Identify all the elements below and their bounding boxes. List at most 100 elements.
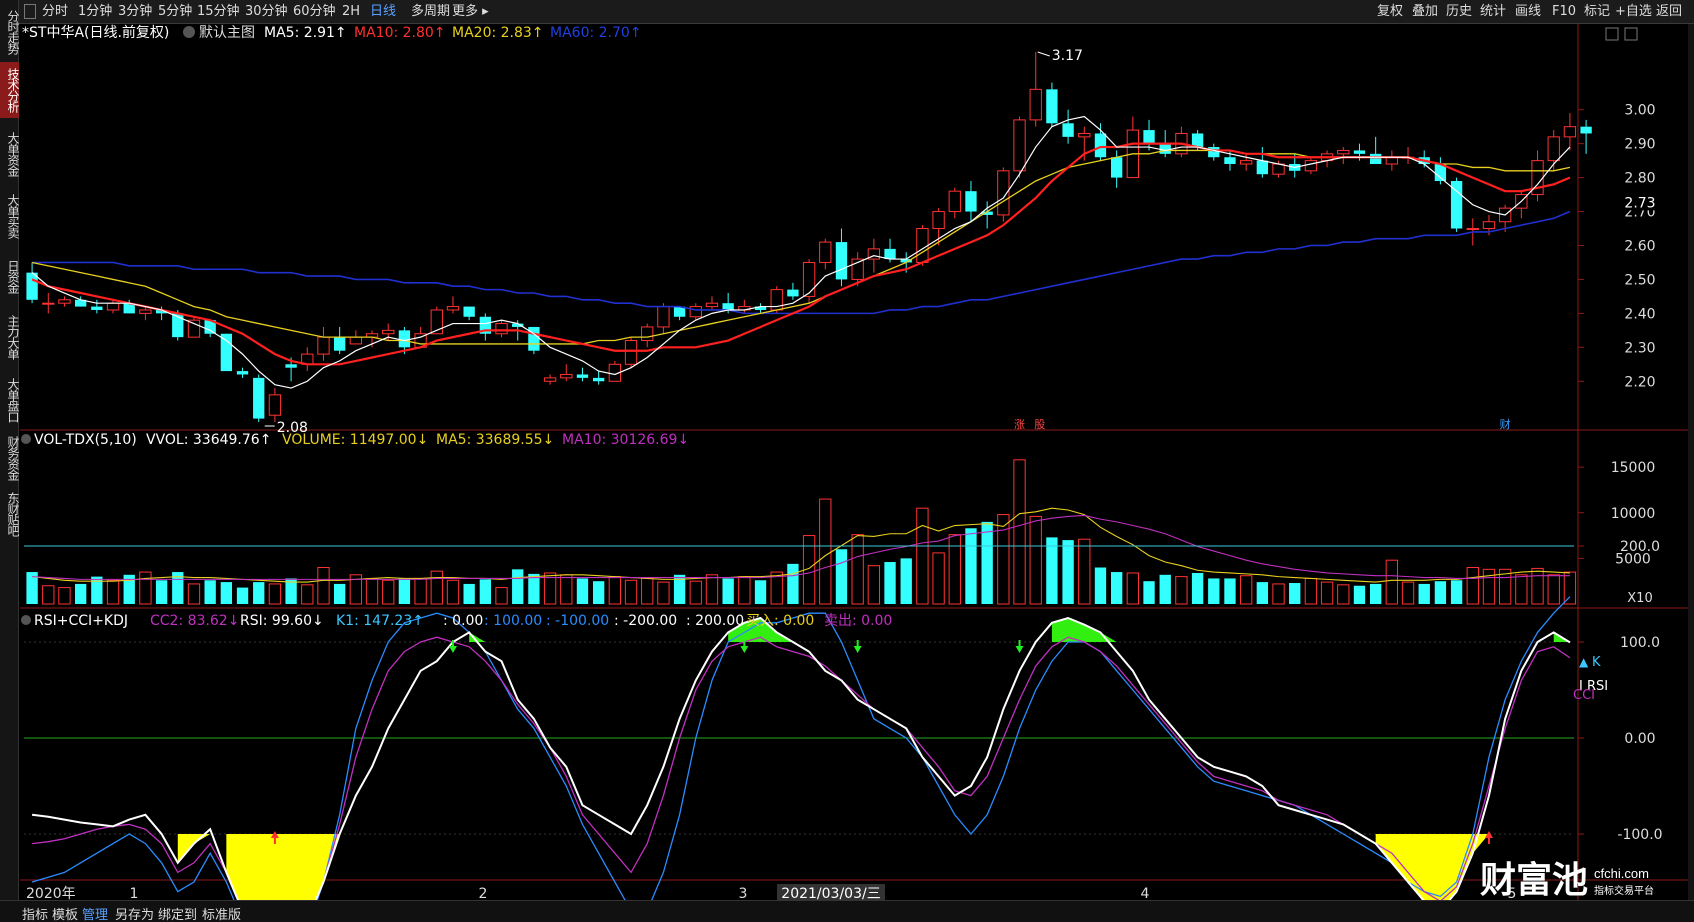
- vol-bar-79: [1304, 577, 1318, 605]
- vol-bar-1: [42, 585, 55, 605]
- green-fill-region: [1051, 618, 1117, 642]
- yellow-fill-region: [1375, 834, 1489, 900]
- vol-bar-7: [139, 571, 152, 605]
- candle-94: [1547, 136, 1560, 162]
- vol-bar-17: [301, 584, 314, 605]
- vol-ma5: MA5: 33689.55↓: [436, 432, 554, 448]
- vol-bar-77: [1272, 583, 1285, 605]
- price-axis-label: 3.00: [1624, 103, 1655, 119]
- chart-canvas[interactable]: 3.002.902.802.702.602.502.402.302.202.73…: [0, 0, 1688, 900]
- status-item-3[interactable]: 另存为: [115, 908, 155, 922]
- candle-16: [285, 364, 297, 368]
- status-item-1[interactable]: 模板: [52, 908, 79, 922]
- main-chart-name: 默认主图: [199, 25, 255, 41]
- candle-41: [689, 306, 702, 318]
- vol-bar-26: [446, 579, 460, 605]
- sidebar-tab-0[interactable]: 分时走势: [6, 10, 20, 54]
- vol-bar-66: [1094, 567, 1107, 604]
- toolbar-right-item-4[interactable]: 画线: [1515, 4, 1542, 19]
- vol-bar-2: [58, 587, 71, 605]
- status-item-5[interactable]: 标准版: [202, 908, 242, 922]
- status-item-0[interactable]: 指标: [22, 908, 49, 922]
- k-marker-icon: ▲: [1579, 655, 1589, 669]
- current-price-label: 2.73: [1624, 195, 1655, 211]
- toolbar-right-item-7[interactable]: +自选: [1615, 4, 1652, 19]
- candle-32: [543, 377, 557, 382]
- candle-22: [382, 329, 395, 335]
- toolbar-item-4[interactable]: 15分钟: [197, 4, 240, 19]
- vol-bar-75: [1239, 575, 1253, 605]
- watermark-brand: 财富池: [1480, 859, 1588, 900]
- legend-ma5: MA5: 2.91↑: [264, 25, 347, 41]
- candle-65: [1078, 132, 1091, 138]
- vol-ma10-line: [32, 514, 1570, 580]
- toolbar-right-item-5[interactable]: F10: [1552, 4, 1577, 19]
- sidebar-tab-5[interactable]: 主力大单: [6, 315, 20, 359]
- sidebar-tab-8[interactable]: 东财贴吧: [6, 492, 20, 536]
- vol-bar-14: [253, 582, 265, 604]
- status-item-4[interactable]: 绑定到: [158, 908, 198, 922]
- vol-bar-69: [1143, 581, 1155, 604]
- toolbar-right-item-6[interactable]: 标记: [1584, 4, 1611, 19]
- vol-bar-35: [592, 581, 605, 604]
- price-axis-label: 2.20: [1624, 374, 1655, 390]
- vol-axis-label: 15000: [1611, 460, 1656, 476]
- vol-bar-65: [1078, 538, 1091, 605]
- candle-49: [819, 241, 832, 263]
- vol-bar-86: [1418, 583, 1430, 604]
- vol-bar-28: [479, 579, 492, 604]
- kdj-line: [32, 636, 1571, 900]
- candle-70: [1159, 143, 1171, 154]
- status-item-2[interactable]: 管理: [82, 908, 109, 922]
- sidebar-tab-3[interactable]: 大单买卖: [6, 194, 20, 238]
- sidebar-tab-6[interactable]: 大单盘口: [6, 378, 20, 422]
- toolbar-right-item-8[interactable]: 返回: [1656, 4, 1683, 19]
- vol-bar-74: [1224, 578, 1236, 604]
- price-axis-label: 2.90: [1624, 137, 1655, 153]
- toolbar-item-6[interactable]: 60分钟: [293, 4, 336, 19]
- vol-ma5-line: [32, 507, 1570, 583]
- toolbar-item-2[interactable]: 3分钟: [118, 4, 153, 19]
- toolbar-item-7[interactable]: 2H: [342, 4, 361, 19]
- candle-3: [74, 299, 87, 307]
- toolbar-right-item-3[interactable]: 统计: [1480, 4, 1507, 19]
- vol-bar-68: [1126, 572, 1140, 605]
- candle-4: [91, 306, 103, 310]
- toolbar-right-item-0[interactable]: 复权: [1377, 4, 1404, 19]
- vol-bar-56: [932, 552, 945, 605]
- toolbar-item-0[interactable]: 分时: [42, 4, 69, 19]
- toolbar-right-item-1[interactable]: 叠加: [1412, 4, 1439, 19]
- right-scrollbar[interactable]: [1688, 24, 1694, 922]
- window-toggle-icon[interactable]: [24, 4, 36, 19]
- vol-title: VOL-TDX(5,10): [34, 432, 137, 448]
- toolbar-item-5[interactable]: 30分钟: [245, 4, 288, 19]
- vol-bar-87: [1434, 581, 1447, 604]
- vol-bar-11: [204, 580, 216, 604]
- vol-bar-64: [1062, 540, 1074, 604]
- high-pointer: [1037, 51, 1050, 57]
- toolbar-item-1[interactable]: 1分钟: [78, 4, 113, 19]
- vol-bar-52: [867, 565, 881, 605]
- vol-bar-43: [722, 578, 734, 604]
- candle-64: [1062, 123, 1074, 137]
- vol-bar-32: [543, 572, 557, 605]
- vol-bar-63: [1046, 537, 1058, 604]
- vol-bar-81: [1337, 584, 1350, 605]
- toolbar-item-3[interactable]: 5分钟: [158, 4, 193, 19]
- sidebar-tab-4[interactable]: 日资金: [6, 259, 20, 293]
- sidebar-tab-2[interactable]: 大单资金: [6, 132, 20, 176]
- vol-bar-93: [1531, 567, 1544, 605]
- ind-v3: : -100.00: [546, 613, 609, 629]
- candle-18: [317, 336, 330, 355]
- sidebar-tab-1[interactable]: 技术分析: [0, 62, 20, 118]
- maximize-window-icon: [1624, 27, 1638, 41]
- toolbar-item-8[interactable]: 日线: [370, 4, 397, 19]
- toolbar-right-item-2[interactable]: 历史: [1446, 4, 1473, 19]
- legend-ma10: MA10: 2.80↑: [354, 25, 446, 41]
- vol-bar-42: [705, 574, 719, 605]
- ind-rsi: RSI: 99.60↓: [240, 613, 324, 629]
- toolbar-item-9[interactable]: 多周期: [411, 4, 451, 19]
- sidebar-tab-7[interactable]: 财务资金: [6, 436, 20, 480]
- toolbar-item-10[interactable]: 更多 ▸: [452, 4, 489, 19]
- ind-k1: K1: 147.23↑: [336, 613, 424, 629]
